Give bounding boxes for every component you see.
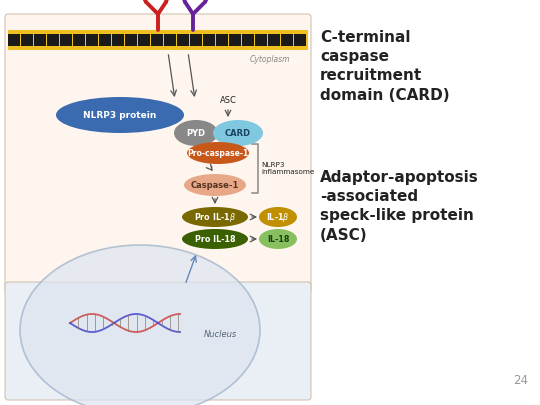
Bar: [34, 34, 46, 46]
Bar: [229, 34, 241, 46]
Text: Adaptor-apoptosis
-associated
speck-like protein
(ASC): Adaptor-apoptosis -associated speck-like…: [320, 170, 479, 243]
Text: IL-18: IL-18: [267, 234, 289, 243]
Bar: [125, 34, 137, 46]
Ellipse shape: [20, 245, 260, 405]
Bar: [47, 34, 59, 46]
Bar: [112, 34, 124, 46]
Bar: [216, 34, 228, 46]
Bar: [177, 34, 189, 46]
Bar: [255, 34, 267, 46]
Bar: [203, 34, 215, 46]
FancyBboxPatch shape: [5, 14, 311, 293]
Text: CARD: CARD: [225, 128, 251, 138]
Bar: [138, 34, 150, 46]
Text: 24: 24: [513, 374, 528, 387]
Text: ASC: ASC: [220, 96, 237, 105]
Bar: [8, 30, 308, 50]
Bar: [99, 34, 111, 46]
FancyBboxPatch shape: [5, 282, 311, 400]
Text: NLRP3
inflammasome: NLRP3 inflammasome: [261, 162, 314, 175]
Ellipse shape: [182, 207, 248, 227]
Ellipse shape: [56, 97, 184, 133]
Bar: [60, 34, 72, 46]
Ellipse shape: [184, 174, 246, 196]
Text: Caspase-1: Caspase-1: [191, 181, 239, 190]
Bar: [164, 34, 176, 46]
Text: Pro IL-1$\beta$: Pro IL-1$\beta$: [194, 211, 236, 224]
Text: Cytoplasm: Cytoplasm: [249, 55, 290, 64]
Bar: [151, 34, 163, 46]
Ellipse shape: [182, 229, 248, 249]
Bar: [73, 34, 85, 46]
Bar: [281, 34, 293, 46]
Text: PYD: PYD: [186, 128, 206, 138]
Bar: [268, 34, 280, 46]
Text: Nucleus: Nucleus: [204, 330, 237, 339]
Ellipse shape: [259, 229, 297, 249]
Bar: [242, 34, 254, 46]
Text: IL-1$\beta$: IL-1$\beta$: [266, 211, 290, 224]
Bar: [294, 34, 306, 46]
Ellipse shape: [213, 120, 263, 146]
Bar: [21, 34, 33, 46]
Bar: [8, 34, 20, 46]
Ellipse shape: [174, 120, 218, 146]
Text: C-terminal
caspase
recruitment
domain (CARD): C-terminal caspase recruitment domain (C…: [320, 30, 450, 102]
Text: Pro-caspase-1: Pro-caspase-1: [187, 149, 248, 158]
Bar: [190, 34, 202, 46]
Text: NLRP3 protein: NLRP3 protein: [83, 111, 157, 119]
Text: Pro IL-18: Pro IL-18: [195, 234, 235, 243]
Bar: [86, 34, 98, 46]
Ellipse shape: [187, 142, 249, 164]
Ellipse shape: [259, 207, 297, 227]
